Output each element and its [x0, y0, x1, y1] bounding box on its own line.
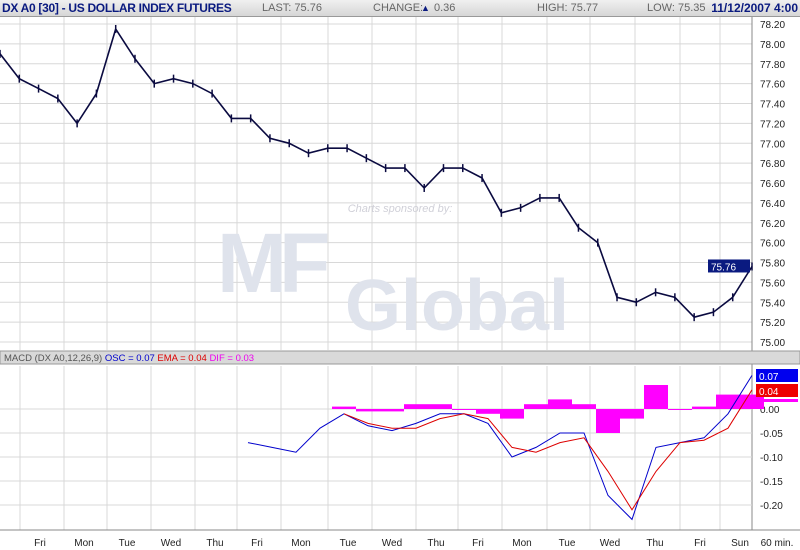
last-price-label: 75.76 [711, 262, 736, 273]
x-tick-label: Mon [291, 538, 310, 549]
y-tick-label: 78.20 [760, 20, 785, 31]
x-tick-label: Tue [559, 538, 576, 549]
macd-y-tick-label: -0.05 [760, 429, 783, 440]
y-tick-label: 75.60 [760, 278, 785, 289]
triangle-up-icon: ▲ [421, 3, 430, 13]
sponsor-text: Charts sponsored by: [348, 203, 453, 215]
x-tick-label: Fri [34, 538, 46, 549]
dif-bar [524, 404, 548, 409]
macd-y-tick-label: 0.00 [760, 405, 780, 416]
chart-datetime: 11/12/2007 4:00 [711, 1, 798, 15]
osc-line [247, 375, 753, 521]
sponsor-logo-global: Global [345, 266, 569, 346]
x-tick-label: Thu [427, 538, 444, 549]
y-tick-label: 76.40 [760, 199, 785, 210]
x-tick-label: Mon [74, 538, 93, 549]
y-tick-label: 77.20 [760, 119, 785, 130]
x-tick-label: Wed [161, 538, 181, 549]
y-tick-label: 77.60 [760, 80, 785, 91]
y-tick-label: 76.00 [760, 239, 785, 250]
sponsor-logo-mf: MF [217, 216, 328, 310]
x-tick-label: Wed [600, 538, 620, 549]
macd-legend-entry: DIF = 0.03 [209, 353, 254, 364]
dif-bar [380, 409, 404, 412]
last-price-box [708, 259, 750, 273]
y-tick-label: 77.40 [760, 100, 785, 111]
high-value: HIGH: 75.77 [537, 2, 599, 14]
dif-bar [644, 385, 668, 409]
low-value: LOW: 75.35 [647, 2, 706, 14]
macd-title: MACD (DX A0,12,26,9) OSC = 0.07 EMA = 0.… [4, 353, 254, 364]
macd-value-box [756, 384, 798, 397]
dif-bar [716, 394, 740, 409]
change-value: 0.36 [434, 2, 456, 14]
dif-bar [572, 404, 596, 409]
chart-title: DX A0 [30] - US DOLLAR INDEX FUTURES [2, 1, 232, 15]
y-tick-label: 76.20 [760, 219, 785, 230]
macd-y-tick-label: -0.10 [760, 453, 783, 464]
macd-value-label: 0.07 [759, 372, 779, 383]
macd-legend-entry: EMA = 0.04 [157, 353, 209, 364]
last-value: LAST: 75.76 [262, 2, 322, 14]
x-tick-label: Sun [731, 538, 749, 549]
dif-bar [404, 404, 428, 409]
chart-header: DX A0 [30] - US DOLLAR INDEX FUTURES LAS… [0, 0, 800, 17]
macd-legend-entry: OSC = 0.07 [105, 353, 158, 364]
x-tick-label: Fri [472, 538, 484, 549]
x-tick-label: Mon [512, 538, 531, 549]
macd-header-bar [0, 350, 800, 365]
y-tick-label: 77.80 [760, 60, 785, 71]
y-tick-label: 76.80 [760, 159, 785, 170]
y-tick-label: 75.40 [760, 298, 785, 309]
ema-line [343, 389, 753, 511]
dif-bar [476, 409, 500, 414]
price-series-line [0, 27, 753, 319]
x-tick-label: Wed [382, 538, 402, 549]
dif-bar [428, 404, 452, 409]
dif-bar [548, 399, 572, 409]
macd-y-tick-label: -0.15 [760, 477, 783, 488]
dif-bar [452, 409, 476, 410]
x-tick-label: Thu [646, 538, 663, 549]
macd-title-text: MACD (DX A0,12,26,9) [4, 353, 105, 364]
y-tick-label: 76.60 [760, 179, 785, 190]
x-tick-label: Fri [251, 538, 263, 549]
x-tick-label: Fri [694, 538, 706, 549]
y-tick-label: 77.00 [760, 139, 785, 150]
dif-bar [596, 409, 620, 433]
dif-bar [620, 409, 644, 419]
y-tick-label: 75.80 [760, 259, 785, 270]
dif-bar [740, 394, 764, 409]
dif-bar [356, 409, 380, 412]
x-tick-label: Tue [340, 538, 357, 549]
macd-value-label: 0.04 [759, 387, 779, 398]
x-tick-label: Tue [119, 538, 136, 549]
y-tick-label: 78.00 [760, 40, 785, 51]
dif-bar [692, 406, 716, 409]
dif-bar [500, 409, 524, 419]
y-tick-label: 75.00 [760, 338, 785, 349]
change-label: CHANGE: [373, 2, 424, 14]
dif-value-box [756, 399, 798, 402]
y-tick-label: 75.20 [760, 318, 785, 329]
macd-value-box [756, 369, 798, 382]
dif-bar [668, 409, 692, 410]
interval-label: 60 min. [761, 538, 794, 549]
macd-y-tick-label: -0.20 [760, 501, 783, 512]
x-tick-label: Thu [206, 538, 223, 549]
dif-bar [332, 406, 356, 409]
